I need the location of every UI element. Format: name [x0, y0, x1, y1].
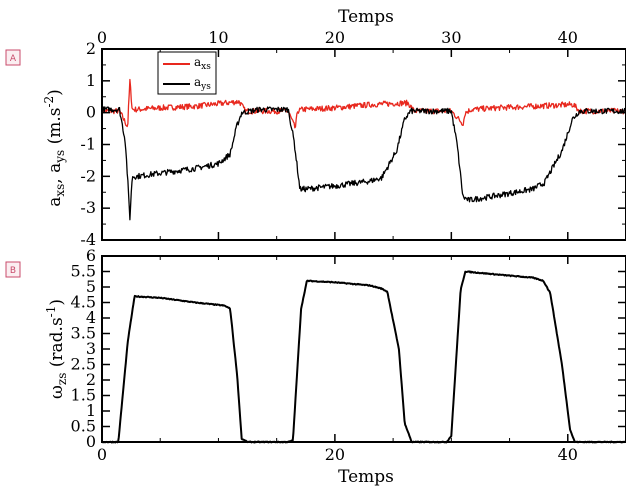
y-tick-label: 2.5 — [71, 355, 96, 374]
x-tick-label-top: 30 — [441, 28, 461, 47]
x-tick-label: 0 — [97, 445, 107, 464]
series-line-1-0 — [101, 270, 626, 444]
panel-a-series — [101, 78, 626, 221]
x-tick-label: 20 — [325, 445, 345, 464]
y-tick-label: -2 — [80, 166, 96, 185]
y-tick-label: 0.5 — [71, 417, 96, 436]
y-tick-label: -4 — [80, 230, 96, 249]
x-tick-label-top: 20 — [325, 28, 345, 47]
y-tick-label: 0 — [86, 432, 96, 451]
y-tick-label: 1 — [86, 71, 96, 90]
y-tick-label: -1 — [80, 135, 96, 154]
legend: axs ays — [157, 51, 217, 95]
y-tick-label: 1.5 — [71, 386, 96, 405]
y-tick-label: 3 — [86, 339, 96, 358]
panel-b-xlabel: Temps — [338, 467, 394, 487]
panel-a-mark-label: A — [10, 54, 17, 64]
y-tick-label: 2 — [86, 39, 96, 58]
series-line-0-1 — [101, 106, 626, 221]
x-tick-label: 40 — [558, 445, 578, 464]
legend-box — [157, 51, 217, 95]
panel-b-mark: B — [5, 261, 21, 278]
panel-b-ticks: 0 20 40 00.511.522.533.544.555.56 — [71, 246, 626, 464]
y-tick-label: 2 — [86, 370, 96, 389]
y-tick-label: -3 — [80, 198, 96, 217]
y-tick-label: 0 — [86, 103, 96, 122]
series-line-0-0 — [101, 78, 626, 129]
panel-a-ticks: 0 10 20 30 40 -4 -3 -2 -1 0 1 2 — [80, 28, 626, 249]
panel-b-mark-label: B — [10, 266, 16, 276]
y-tick-label: 6 — [86, 246, 96, 265]
y-tick-label: 5 — [86, 277, 96, 296]
y-tick-label: 4 — [86, 308, 96, 327]
x-tick-label-top: 40 — [558, 28, 578, 47]
panel-b-series — [101, 270, 626, 444]
y-tick-label: 1 — [86, 401, 96, 420]
panel-b-ylabel: ωzs (rad.s-1) — [44, 299, 69, 399]
panel-b: 0 20 40 00.511.522.533.544.555.56 Temps ωzs… — [44, 246, 626, 487]
panel-a: 0 10 20 30 40 -4 -3 -2 -1 0 1 2 Temps axs, ays (m.s… — [42, 7, 626, 249]
y-tick-label: 4.5 — [71, 293, 96, 312]
legend-label-a-ys: ays — [194, 75, 211, 92]
x-tick-label-top: 10 — [208, 28, 228, 47]
y-tick-label: 5.5 — [71, 262, 96, 281]
legend-label-a-xs: axs — [194, 55, 211, 72]
panel-a-mark: A — [5, 49, 21, 66]
panel-a-ylabel: axs, ays (m.s-2) — [42, 89, 67, 207]
x-tick-label-top: 0 — [97, 28, 107, 47]
y-tick-label: 3.5 — [71, 324, 96, 343]
panel-a-top-xlabel: Temps — [338, 7, 394, 27]
